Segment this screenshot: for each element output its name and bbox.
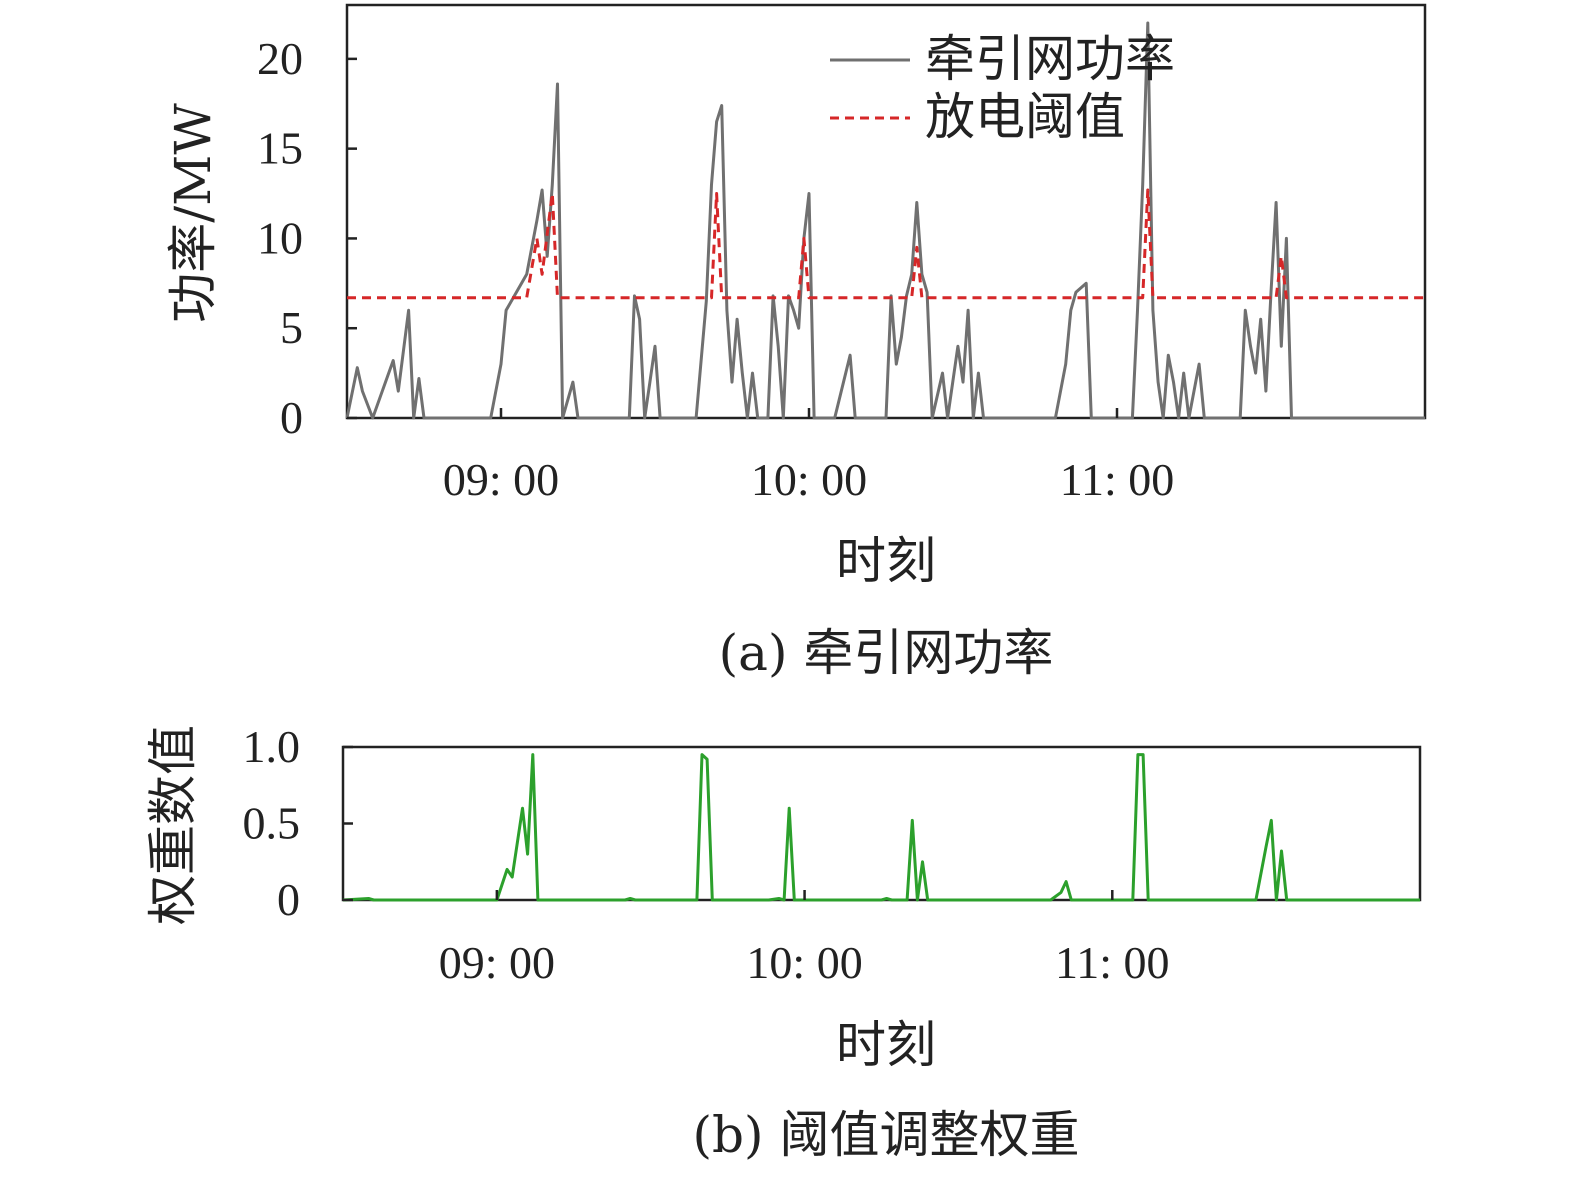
y-ticks-a: 0 5 10 15 20 — [257, 33, 357, 443]
y-tick-label: 10 — [257, 212, 303, 263]
y-tick-label: 0 — [280, 392, 303, 443]
y-tick-label: 0 — [277, 874, 300, 925]
series-line-a-0 — [345, 21, 1425, 420]
y-axis-title-b: 权重数值 — [144, 725, 202, 925]
x-tick-label: 10: 00 — [751, 454, 867, 505]
y-tick-label: 5 — [280, 302, 303, 353]
x-tick-label: 10: 00 — [746, 937, 862, 988]
legend-label-traction: 牵引网功率 — [925, 30, 1175, 88]
series-line-a-1 — [347, 188, 1425, 300]
x-axis-title-a: 时刻 — [836, 532, 936, 590]
y-tick-label: 20 — [257, 33, 303, 84]
series-group-a — [345, 21, 1425, 420]
x-axis-title-b: 时刻 — [836, 1016, 936, 1074]
x-tick-label: 11: 00 — [1060, 454, 1175, 505]
y-tick-label: 15 — [257, 123, 303, 174]
legend-label-threshold: 放电阈值 — [925, 88, 1125, 146]
legend-a: 牵引网功率 放电阈值 — [830, 30, 1175, 146]
x-tick-label: 11: 00 — [1055, 937, 1170, 988]
chart-b: 0 0.5 1.0 09: 00 10: 00 11: 00 权重数值 时刻 (b) 阈… — [144, 721, 1422, 1164]
x-ticks-b: 09: 00 10: 00 11: 00 — [439, 890, 1170, 988]
series-group-b — [342, 753, 1420, 902]
y-tick-label: 0.5 — [243, 798, 301, 849]
x-tick-label: 09: 00 — [439, 937, 555, 988]
chart-a: 0 5 10 15 20 09: 00 10: 00 11: 00 功率/MW 时刻 牵引网… — [164, 3, 1427, 682]
y-axis-title-a: 功率/MW — [164, 103, 222, 323]
caption-b: (b) 阈值调整权重 — [693, 1106, 1080, 1164]
caption-a: (a) 牵引网功率 — [719, 624, 1054, 682]
x-ticks-a: 09: 00 10: 00 11: 00 — [443, 408, 1174, 505]
y-tick-label: 1.0 — [243, 721, 301, 772]
series-line-b-0 — [342, 753, 1420, 902]
x-tick-label: 09: 00 — [443, 454, 559, 505]
y-ticks-b: 0 0.5 1.0 — [243, 721, 353, 925]
